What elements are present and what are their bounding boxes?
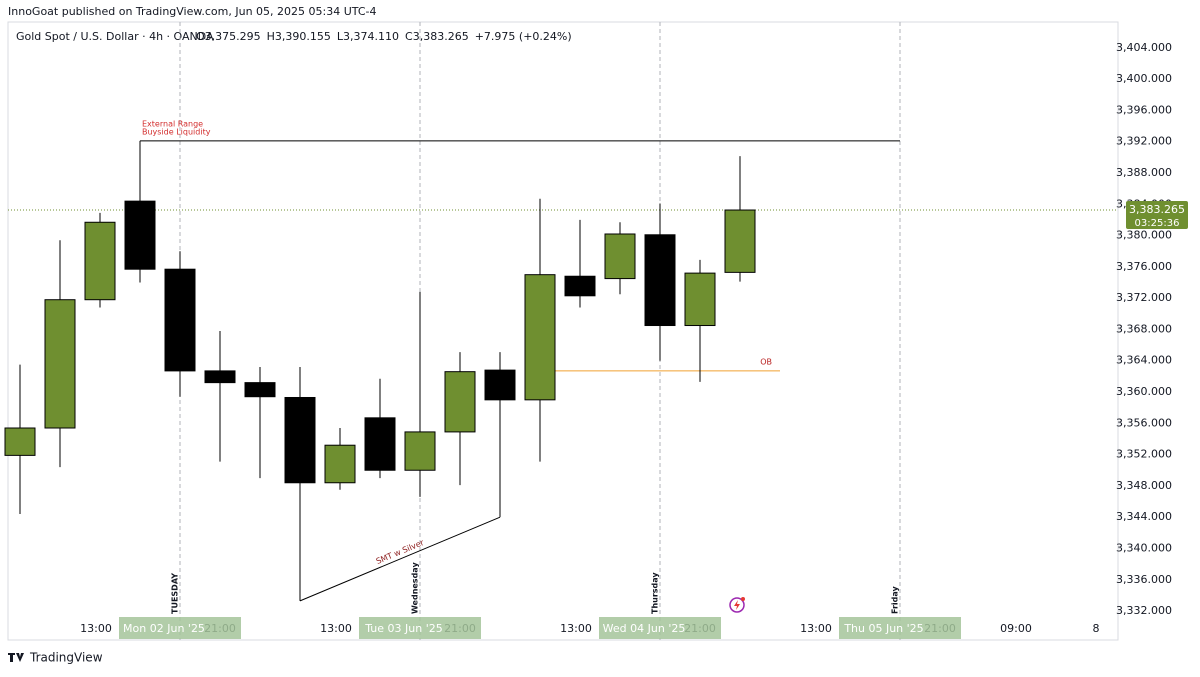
date-marker <box>119 617 241 639</box>
ohlc-values: O3,375.295 H3,390.155 L3,374.110 C3,383.265… <box>196 30 572 43</box>
candle-body <box>444 371 476 433</box>
logo: TradingView <box>8 651 103 665</box>
candle-body <box>44 299 76 429</box>
date-marker-label: Tue 03 Jun '25 <box>364 622 442 635</box>
candle-body <box>284 396 316 484</box>
logo-mark <box>8 653 24 662</box>
date-marker <box>359 617 481 639</box>
candle-body <box>244 382 276 398</box>
y-tick-label: 3,352.000 <box>1116 448 1172 461</box>
candle-body <box>4 427 36 456</box>
ohlc-value: C3,383.265 <box>405 30 469 43</box>
x-tick-label: 13:00 <box>80 622 112 635</box>
alert-bolt <box>734 600 740 610</box>
level-label: External Range <box>142 119 203 128</box>
last-price-box <box>1126 201 1188 230</box>
candle-body <box>84 221 116 301</box>
level-label: Buyside Liquidity <box>142 127 211 136</box>
day-label: TUESDAY <box>171 573 180 614</box>
level-label: OB <box>760 357 772 366</box>
candle-body <box>124 200 156 270</box>
candle-body <box>484 369 516 401</box>
publisher: InnoGoat published on TradingView.com, J… <box>8 5 377 18</box>
candle-body <box>164 268 196 372</box>
candle-body <box>724 209 756 273</box>
candle-body <box>324 444 356 484</box>
brand: TradingView <box>29 651 103 665</box>
alert-dot <box>741 597 745 601</box>
y-tick-label: 3,336.000 <box>1116 573 1172 586</box>
y-tick-label: 3,396.000 <box>1116 103 1172 116</box>
y-tick-label: 3,340.000 <box>1116 541 1172 554</box>
symbol: Gold Spot / U.S. Dollar · 4h · OANDA <box>16 30 214 43</box>
candle-body <box>684 272 716 327</box>
date-marker-label: Mon 02 Jun '25 <box>123 622 205 635</box>
candle-body <box>524 274 556 401</box>
countdown-label: 03:25:36 <box>1135 218 1180 229</box>
ohlc-value: L3,374.110 <box>337 30 399 43</box>
date-marker-label: Thu 05 Jun '25 <box>843 622 923 635</box>
y-tick-label: 3,356.000 <box>1116 416 1172 429</box>
y-tick-label: 3,344.000 <box>1116 510 1172 523</box>
candle-body <box>604 233 636 280</box>
x-tick-label: 13:00 <box>320 622 352 635</box>
y-tick-label: 3,380.000 <box>1116 229 1172 242</box>
last-price-label: 3,383.265 <box>1129 203 1185 216</box>
y-tick-label: 3,332.000 <box>1116 604 1172 617</box>
day-label: Thursday <box>651 572 660 614</box>
y-tick-label: 3,360.000 <box>1116 385 1172 398</box>
y-tick-label: 3,368.000 <box>1116 322 1172 335</box>
date-marker-label: Wed 04 Jun '25 <box>603 622 686 635</box>
ohlc-value: H3,390.155 <box>267 30 331 43</box>
y-tick-label: 3,376.000 <box>1116 260 1172 273</box>
date-marker <box>839 617 961 639</box>
day-label: Friday <box>891 585 900 614</box>
x-tick-label: 8 <box>1093 622 1100 635</box>
date-marker <box>599 617 721 639</box>
ohlc-value: +7.975 (+0.24%) <box>475 30 572 43</box>
trendline <box>299 516 501 602</box>
alert-circle <box>729 597 745 613</box>
candle-body <box>364 417 396 471</box>
candle-body <box>644 234 676 327</box>
candle-body <box>204 370 236 384</box>
day-label: Wednesday <box>411 562 420 614</box>
ohlc-value: O3,375.295 <box>196 30 261 43</box>
y-tick-label: 3,404.000 <box>1116 41 1172 54</box>
x-tick-label: 13:00 <box>560 622 592 635</box>
x-tick-label: 09:00 <box>1000 622 1032 635</box>
candle-body <box>564 275 596 297</box>
y-tick-label: 3,348.000 <box>1116 479 1172 492</box>
x-tick-label: 13:00 <box>800 622 832 635</box>
alert-icon <box>729 597 745 613</box>
y-tick-label: 3,392.000 <box>1116 135 1172 148</box>
y-tick-label: 3,400.000 <box>1116 72 1172 85</box>
y-tick-label: 3,372.000 <box>1116 291 1172 304</box>
candle-body <box>404 431 436 471</box>
y-tick-label: 3,364.000 <box>1116 354 1172 367</box>
y-tick-label: 3,388.000 <box>1116 166 1172 179</box>
